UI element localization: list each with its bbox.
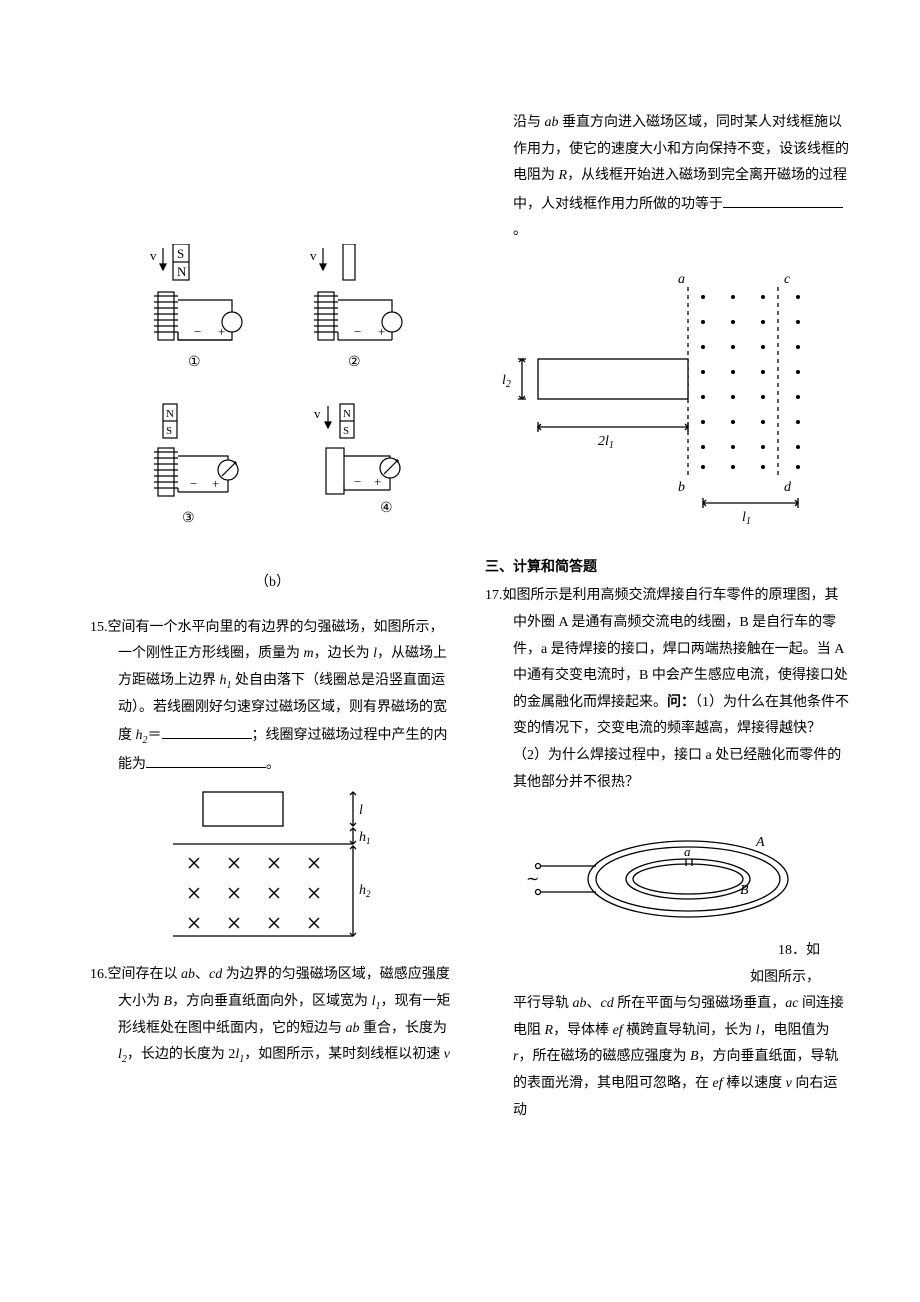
- svg-text:h2: h2: [359, 883, 371, 899]
- svg-text:N: N: [343, 408, 351, 420]
- question-18: 平行导轨 ab、cd 所在平面与匀强磁场垂直，ac 间连接电阻 R，导体棒 ef…: [485, 991, 850, 1124]
- figure-17: ∼ A B a: [485, 824, 850, 934]
- svg-text:h1: h1: [359, 830, 371, 846]
- svg-text:−: −: [190, 476, 197, 491]
- svg-text:S: S: [343, 425, 349, 437]
- svg-text:l1: l1: [742, 510, 751, 527]
- svg-text:③: ③: [182, 511, 195, 526]
- svg-text:c: c: [784, 272, 791, 287]
- svg-text:A: A: [755, 835, 765, 850]
- question-17: 17.如图所示是利用高频交流焊接自行车零件的原理图，其中外圈 A 是通有高频交流…: [485, 583, 850, 796]
- svg-text:2l1: 2l1: [598, 434, 614, 451]
- question-16: 16.空间存在以 ab、cd 为边界的匀强磁场区域，磁感应强度大小为 B，方向垂…: [90, 962, 455, 1069]
- q17-number: 17.: [485, 588, 503, 603]
- svg-text:l2: l2: [502, 373, 511, 390]
- svg-text:a: a: [678, 272, 685, 287]
- q16-blank: [723, 190, 843, 208]
- svg-text:d: d: [784, 480, 792, 495]
- question-16-cont: 沿与 ab 垂直方向进入磁场区域，同时某人对线框施以作用力，使它的速度大小和方向…: [485, 110, 850, 245]
- question-15: 15.空间有一个水平向里的有边界的匀强磁场，如图所示，一个刚性正方形线圈，质量为…: [90, 615, 455, 779]
- figure-17-svg: ∼ A B a: [518, 824, 818, 934]
- svg-text:④: ④: [380, 501, 393, 516]
- svg-text:−: −: [194, 324, 201, 339]
- q15-blank-2: [146, 750, 266, 768]
- figure-b: S N v − + ①: [90, 244, 455, 564]
- q15-blank-1: [162, 721, 252, 739]
- svg-text:B: B: [740, 883, 749, 898]
- svg-text:②: ②: [348, 355, 361, 370]
- svg-text:∼: ∼: [526, 871, 539, 888]
- svg-text:N: N: [177, 264, 187, 279]
- figure-16-svg: a c b d l2 2l1 l1: [498, 267, 838, 527]
- svg-text:b: b: [678, 480, 685, 495]
- svg-text:a: a: [684, 844, 691, 859]
- q17-text: 如图所示是利用高频交流焊接自行车零件的原理图，其中外圈 A 是通有高频交流电的线…: [503, 588, 850, 789]
- figure-16: a c b d l2 2l1 l1: [485, 267, 850, 527]
- svg-text:−: −: [354, 474, 361, 489]
- two-column-layout: S N v − + ①: [90, 110, 850, 1262]
- svg-text:S: S: [166, 425, 172, 437]
- section-3-title: 三、计算和简答题: [485, 555, 850, 582]
- svg-text:①: ①: [188, 355, 201, 370]
- top-spacer: [90, 110, 455, 240]
- figure-15-svg: l h1 h2: [153, 786, 393, 946]
- svg-text:−: −: [354, 324, 361, 339]
- question-18-lead: 18．如 如图所示，: [485, 938, 850, 991]
- svg-text:+: +: [218, 324, 225, 339]
- q16-text: 空间存在以 ab、cd 为边界的匀强磁场区域，磁感应强度大小为 B，方向垂直纸面…: [108, 967, 451, 1062]
- figure-b-caption: （b）: [90, 570, 455, 597]
- q18-lead-text: 如图所示，: [485, 965, 820, 992]
- q18-number: 18．: [778, 943, 806, 958]
- svg-text:+: +: [374, 474, 381, 489]
- svg-text:l: l: [359, 803, 363, 818]
- left-column: S N v − + ①: [90, 110, 455, 1262]
- figure-b-svg: S N v − + ①: [108, 244, 438, 564]
- svg-text:v: v: [150, 248, 157, 263]
- svg-text:+: +: [378, 324, 385, 339]
- q15-number: 15.: [90, 620, 108, 635]
- svg-text:S: S: [177, 246, 184, 261]
- page: S N v − + ①: [0, 0, 920, 1302]
- right-column: 沿与 ab 垂直方向进入磁场区域，同时某人对线框施以作用力，使它的速度大小和方向…: [485, 110, 850, 1262]
- svg-text:v: v: [310, 248, 317, 263]
- svg-text:+: +: [212, 476, 219, 491]
- figure-15: l h1 h2: [90, 786, 455, 946]
- svg-text:v: v: [314, 406, 321, 421]
- q15-text: 空间有一个水平向里的有边界的匀强磁场，如图所示，一个刚性正方形线圈，质量为 m，…: [108, 620, 448, 772]
- svg-text:N: N: [166, 408, 174, 420]
- q16-number: 16.: [90, 967, 108, 982]
